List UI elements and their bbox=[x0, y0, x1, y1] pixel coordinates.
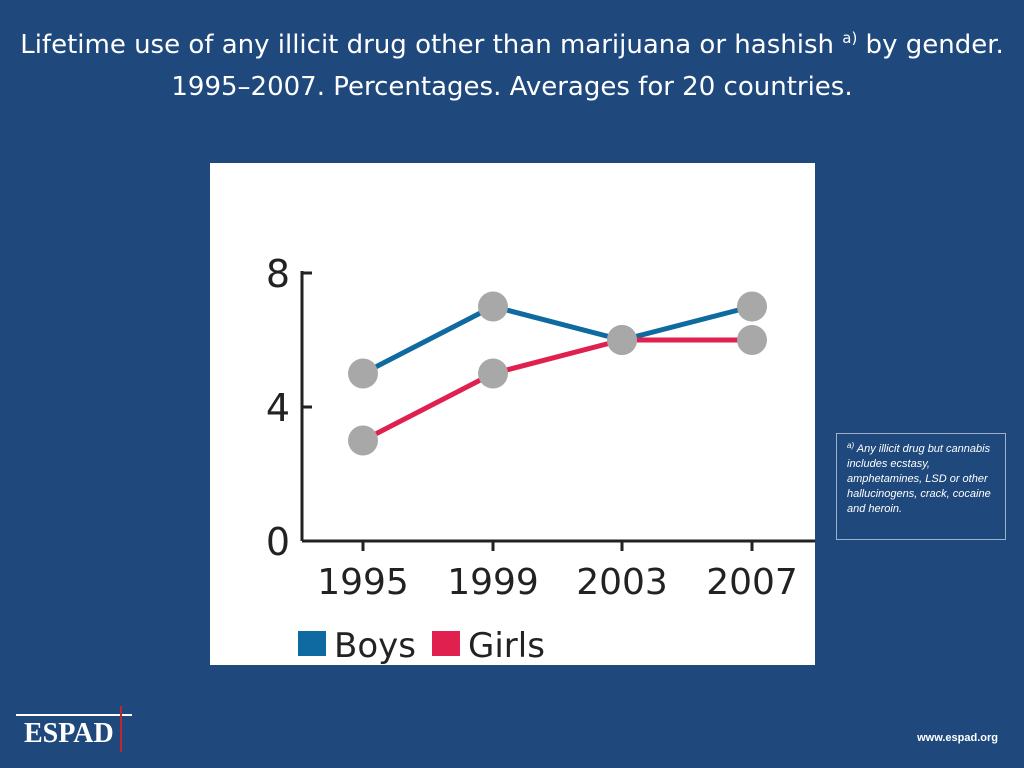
y-tick-label: 0 bbox=[266, 520, 290, 564]
data-point-boys bbox=[478, 291, 508, 322]
series-line-girls bbox=[361, 337, 752, 443]
legend-label-boys: Boys bbox=[334, 626, 416, 665]
data-point-girls bbox=[348, 425, 378, 456]
title-rest: by gender. 1995–2007. Percentages. Avera… bbox=[171, 30, 1004, 102]
slide-title: Lifetime use of any illicit drug other t… bbox=[20, 24, 1004, 108]
x-tick-label: 1999 bbox=[447, 562, 539, 603]
line-chart: 0 4 8 1995 1999 2003 2007 Boys Girls bbox=[266, 252, 815, 665]
legend-swatch-boys bbox=[298, 631, 326, 656]
data-point-girls bbox=[478, 358, 508, 389]
website-url: www.espad.org bbox=[917, 732, 998, 744]
logo-text: ESPAD bbox=[24, 718, 114, 749]
footnote-text: Any illicit drug but cannabis includes e… bbox=[847, 443, 991, 515]
legend-label-girls: Girls bbox=[468, 626, 545, 665]
title-main: Lifetime use of any illicit drug other t… bbox=[20, 30, 843, 60]
title-footnote-marker: a) bbox=[842, 29, 858, 47]
x-tick-label: 1995 bbox=[317, 562, 409, 603]
data-point-boys bbox=[737, 291, 767, 322]
y-tick-label: 4 bbox=[266, 386, 290, 430]
series-line-boys bbox=[361, 304, 753, 376]
logo-horizontal-line bbox=[16, 714, 132, 716]
x-tick-label: 2003 bbox=[576, 562, 668, 603]
y-tick-label: 8 bbox=[266, 252, 290, 296]
data-point-boys bbox=[348, 358, 378, 389]
footnote-marker: a) bbox=[847, 441, 855, 450]
footnote-box: a) Any illicit drug but cannabis include… bbox=[836, 433, 1006, 540]
data-point-girls bbox=[737, 325, 767, 355]
data-point-girls bbox=[607, 325, 637, 355]
espad-logo: ESPAD bbox=[16, 706, 132, 754]
legend-swatch-girls bbox=[432, 631, 460, 656]
logo-vertical-line bbox=[120, 706, 122, 752]
x-tick-label: 2007 bbox=[706, 562, 798, 603]
chart-panel: 0 4 8 1995 1999 2003 2007 Boys Girls bbox=[210, 163, 815, 665]
